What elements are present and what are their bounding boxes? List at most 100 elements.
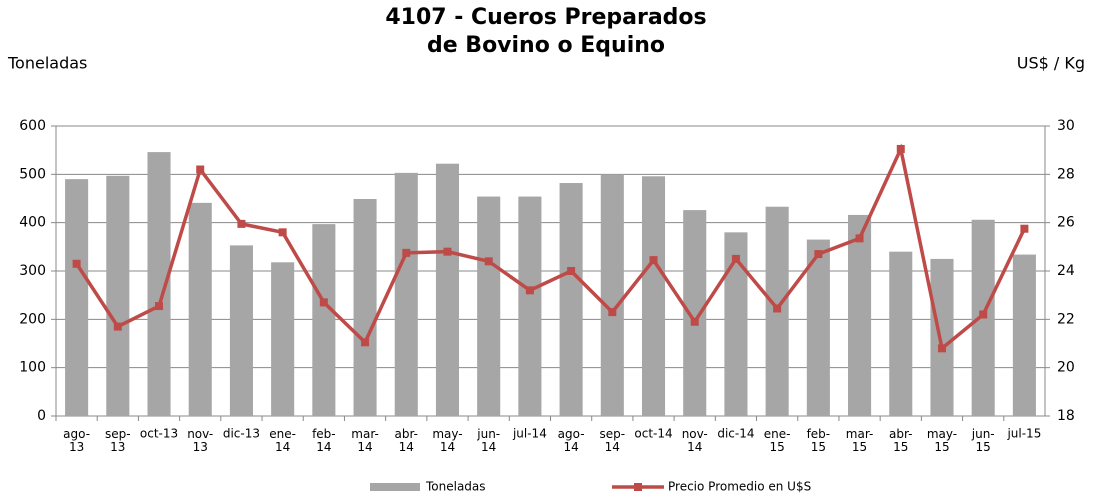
x-tick-label-part: ago- bbox=[63, 427, 90, 441]
x-tick-label-part: 13 bbox=[193, 440, 208, 454]
bar bbox=[724, 232, 748, 416]
x-tick-label: ago-13 bbox=[63, 427, 90, 454]
marker bbox=[525, 286, 534, 295]
x-tick-label: jul-15 bbox=[1006, 427, 1041, 441]
x-tick-label: ago-14 bbox=[558, 427, 585, 454]
y2-tick-label: 24 bbox=[1057, 263, 1075, 279]
y-tick-label: 0 bbox=[37, 408, 46, 424]
x-tick-label: oct-14 bbox=[634, 427, 672, 441]
x-tick-label: ene-14 bbox=[269, 427, 296, 454]
x-tick-label: feb-14 bbox=[312, 427, 336, 454]
bar bbox=[683, 210, 707, 416]
legend-label: Toneladas bbox=[425, 480, 486, 494]
x-tick-label-part: 14 bbox=[563, 440, 578, 454]
marker bbox=[649, 256, 658, 265]
bar bbox=[353, 198, 377, 416]
bar bbox=[889, 251, 913, 416]
y-tick-label: 100 bbox=[19, 360, 46, 376]
x-tick-label-part: may- bbox=[927, 427, 957, 441]
marker bbox=[113, 322, 122, 331]
x-tick-label-part: 14 bbox=[605, 440, 620, 454]
y-tick-label: 300 bbox=[19, 263, 46, 279]
x-tick-label-part: 14 bbox=[275, 440, 290, 454]
bar bbox=[229, 245, 253, 416]
marker bbox=[196, 165, 205, 174]
marker bbox=[690, 317, 699, 326]
x-tick-label-part: 13 bbox=[110, 440, 125, 454]
y-tick-label: 400 bbox=[19, 215, 46, 231]
x-tick-label-part: 15 bbox=[852, 440, 867, 454]
legend-swatch bbox=[370, 483, 420, 491]
bar bbox=[312, 224, 336, 416]
y2-tick-label: 20 bbox=[1057, 360, 1075, 376]
x-tick-label-part: feb- bbox=[312, 427, 336, 441]
x-tick-label-part: 14 bbox=[440, 440, 455, 454]
bar bbox=[435, 163, 460, 416]
bar bbox=[477, 196, 501, 416]
x-tick-label-part: 15 bbox=[893, 440, 908, 454]
x-tick-label-part: feb- bbox=[807, 427, 831, 441]
x-tick-label: abr-14 bbox=[395, 427, 418, 454]
bar bbox=[65, 179, 89, 416]
bar bbox=[271, 262, 295, 416]
bar bbox=[930, 258, 954, 416]
x-tick-label: dic-13 bbox=[223, 427, 260, 441]
bar bbox=[106, 175, 130, 416]
x-tick-label: jul-14 bbox=[512, 427, 547, 441]
x-tick-label-part: mar- bbox=[351, 427, 379, 441]
marker bbox=[72, 259, 81, 268]
x-tick-label: sep-13 bbox=[105, 427, 131, 454]
marker bbox=[731, 254, 740, 263]
marker bbox=[443, 247, 452, 256]
y-tick-label: 200 bbox=[19, 311, 46, 327]
bar bbox=[147, 152, 171, 416]
x-tick-label-part: may- bbox=[432, 427, 462, 441]
x-tick-label: jun-14 bbox=[476, 427, 500, 454]
y-axis-label: Toneladas bbox=[7, 54, 87, 73]
x-tick-label: abr-15 bbox=[889, 427, 912, 454]
marker bbox=[896, 144, 905, 153]
y2-tick-label: 18 bbox=[1057, 408, 1075, 424]
x-tick-label: mar-14 bbox=[351, 427, 379, 454]
bar bbox=[600, 174, 624, 416]
x-tick-label: dic-14 bbox=[717, 427, 754, 441]
marker bbox=[319, 298, 328, 307]
legend-swatch bbox=[634, 483, 642, 491]
marker bbox=[484, 257, 493, 266]
bar bbox=[394, 172, 418, 416]
x-tick-label: nov-13 bbox=[187, 427, 213, 454]
marker bbox=[155, 302, 164, 311]
marker bbox=[1020, 224, 1029, 233]
x-tick-label-part: 14 bbox=[399, 440, 414, 454]
y-tick-label: 500 bbox=[19, 166, 46, 182]
marker bbox=[237, 219, 246, 228]
x-tick-label: jun-15 bbox=[971, 427, 995, 454]
bar bbox=[559, 183, 583, 416]
x-tick-label-part: mar- bbox=[846, 427, 874, 441]
x-tick-label-part: 15 bbox=[976, 440, 991, 454]
bar bbox=[848, 214, 872, 416]
x-tick-label-part: 14 bbox=[481, 440, 496, 454]
chart-title: de Bovino o Equino bbox=[427, 33, 665, 58]
marker bbox=[773, 304, 782, 313]
marker bbox=[361, 338, 370, 347]
x-tick-label-part: jun- bbox=[971, 427, 995, 441]
x-tick-label-part: nov- bbox=[682, 427, 708, 441]
marker bbox=[567, 267, 576, 275]
x-tick-label: may-14 bbox=[432, 427, 462, 454]
x-tick-label-part: 15 bbox=[811, 440, 826, 454]
legend-label: Precio Promedio en U$S bbox=[668, 480, 811, 494]
x-tick-label-part: ago- bbox=[558, 427, 585, 441]
x-tick-label-part: 15 bbox=[934, 440, 949, 454]
x-tick-label-part: nov- bbox=[187, 427, 213, 441]
marker bbox=[979, 310, 988, 319]
x-tick-label-part: abr- bbox=[889, 427, 912, 441]
y-tick-label: 600 bbox=[19, 118, 46, 134]
x-tick-label: sep-14 bbox=[600, 427, 626, 454]
x-tick-label-part: 14 bbox=[357, 440, 372, 454]
line bbox=[75, 143, 1026, 352]
x-tick-label: may-15 bbox=[927, 427, 957, 454]
x-tick-label: feb-15 bbox=[807, 427, 831, 454]
x-tick-label-part: sep- bbox=[600, 427, 626, 441]
